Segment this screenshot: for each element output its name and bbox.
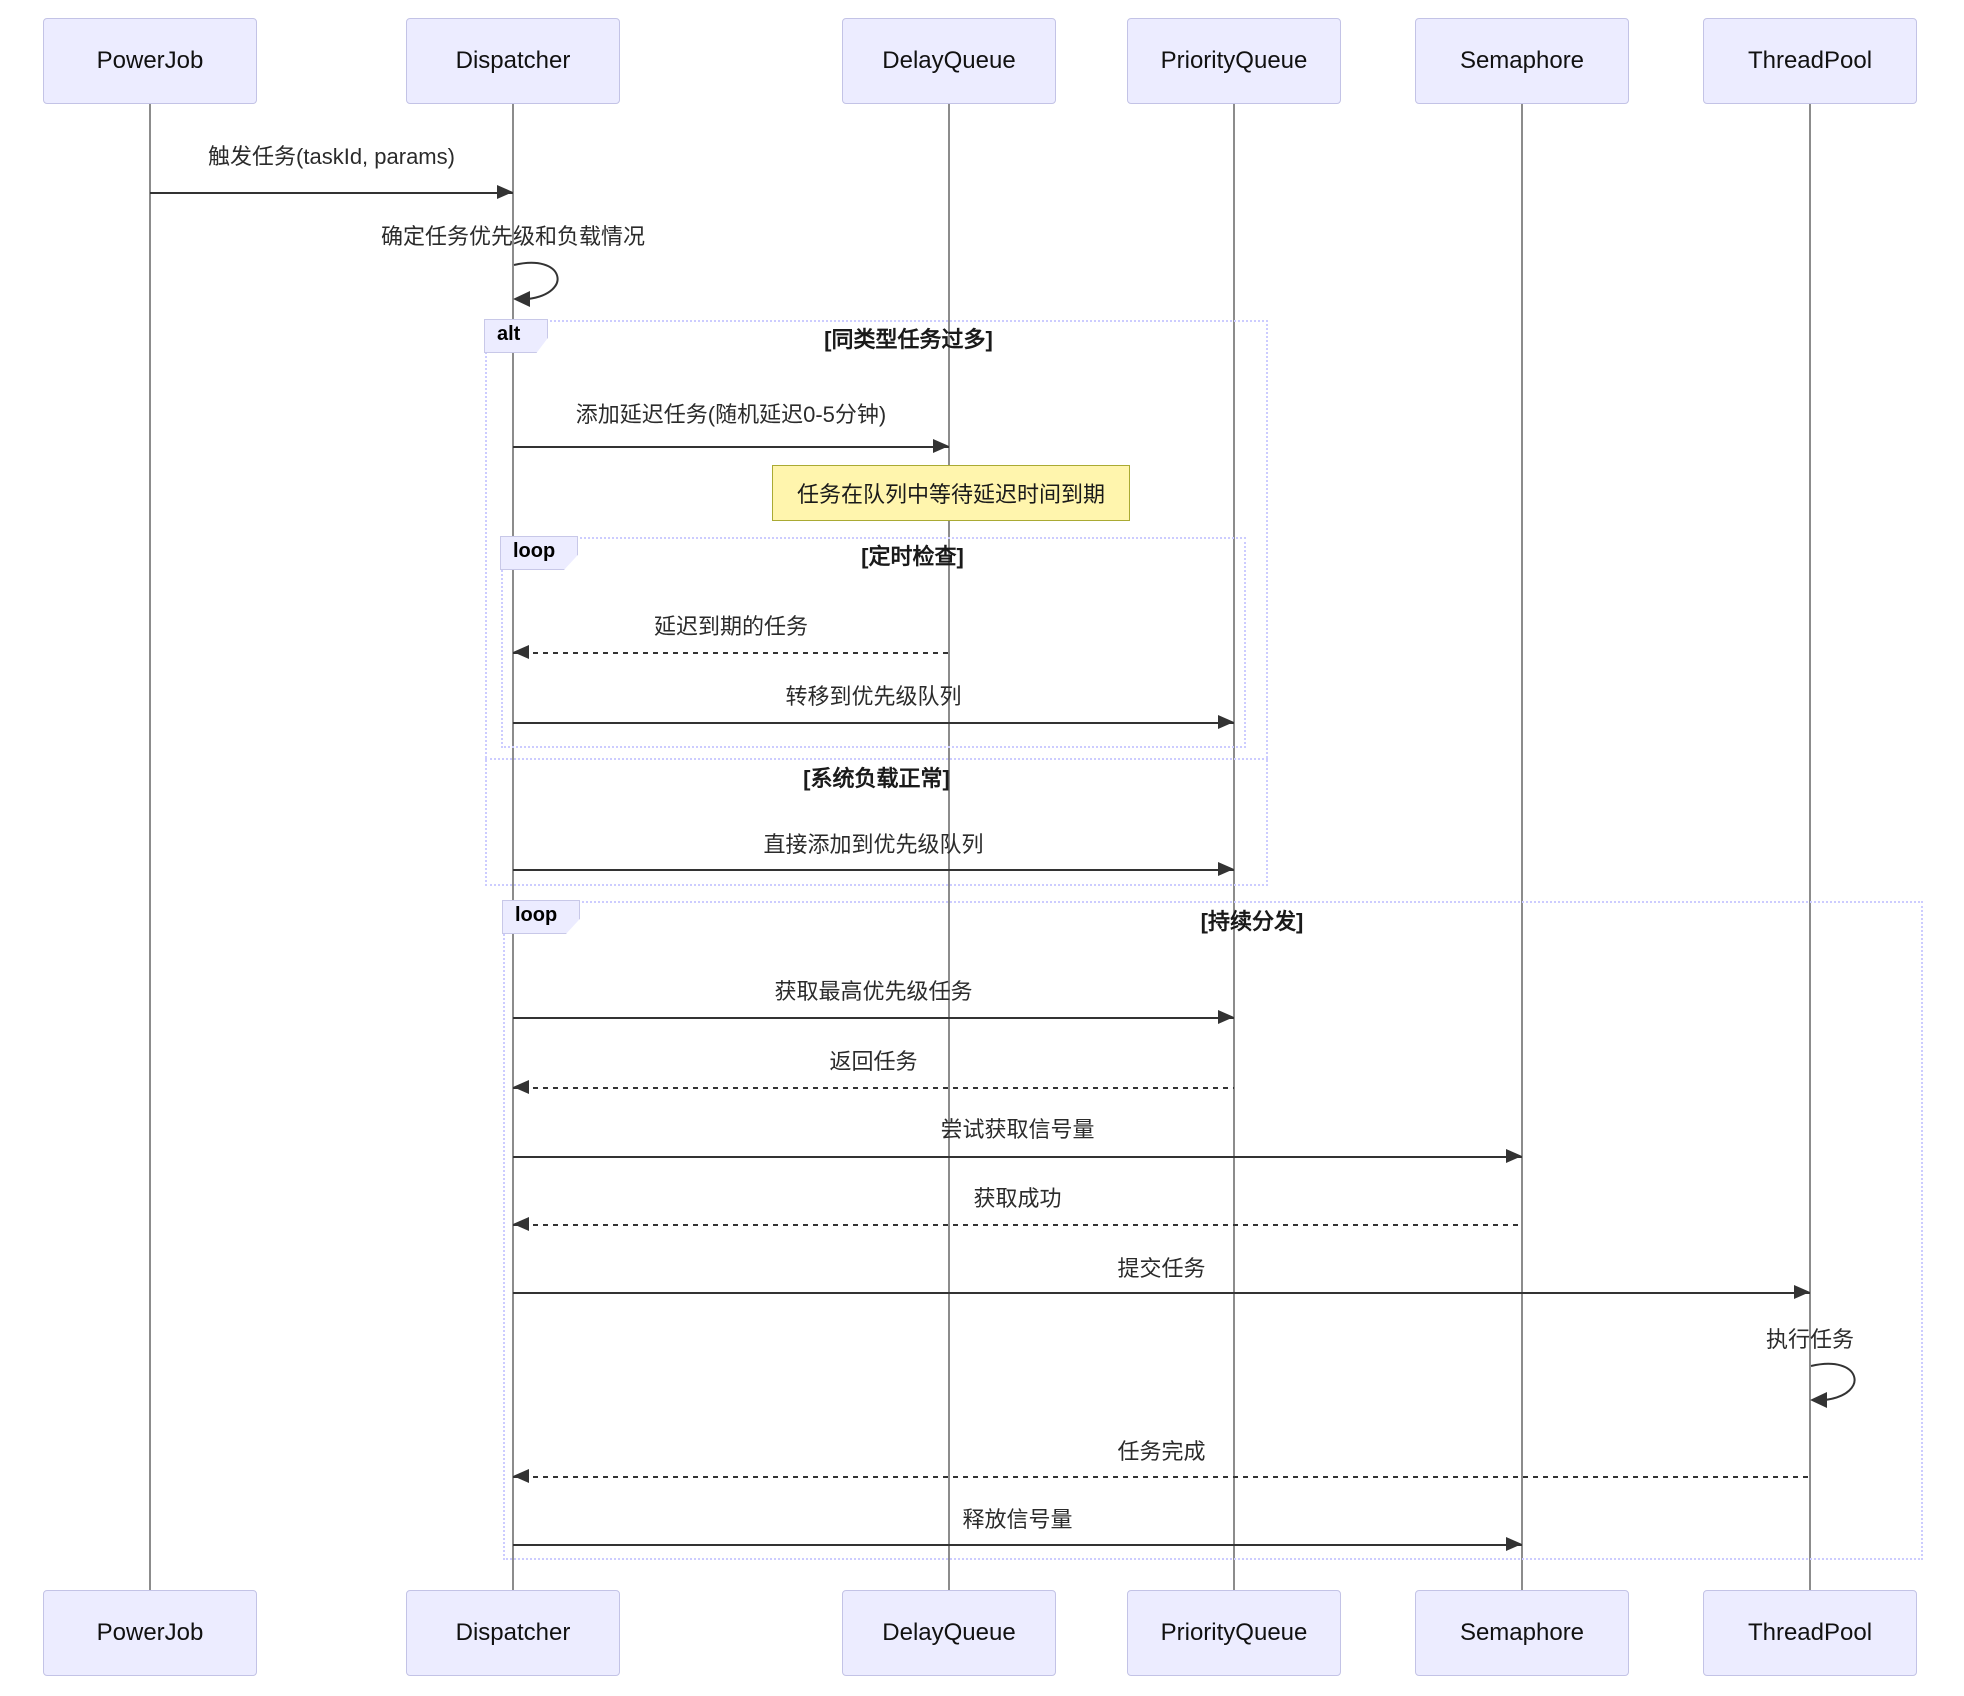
message-line <box>513 446 949 448</box>
note: 任务在队列中等待延迟时间到期 <box>772 465 1130 521</box>
message-label: 获取成功 <box>973 1186 1062 1211</box>
message-line <box>513 1224 1522 1226</box>
arrowhead-icon <box>1218 862 1234 876</box>
message-label: 转移到优先级队列 <box>785 684 962 709</box>
lifeline-dispatcher <box>512 104 514 1590</box>
participant-bottom-delayqueue: DelayQueue <box>842 1590 1056 1676</box>
message-label: 延迟到期的任务 <box>653 614 809 639</box>
participant-bottom-dispatcher: Dispatcher <box>406 1590 620 1676</box>
message-label: 任务完成 <box>1117 1439 1206 1464</box>
message-line <box>513 1017 1234 1019</box>
arrowhead-icon <box>1218 1010 1234 1024</box>
self-message-label: 执行任务 <box>1765 1327 1855 1352</box>
arrowhead-icon <box>513 1080 529 1094</box>
arrowhead-icon <box>513 645 529 659</box>
arrowhead-icon <box>1794 1285 1810 1299</box>
message-line <box>513 1156 1522 1158</box>
self-message-label: 确定任务优先级和负载情况 <box>380 224 646 249</box>
arrowhead-icon <box>513 1469 529 1483</box>
loop-frame <box>503 901 1923 1560</box>
message-label: 尝试获取信号量 <box>940 1117 1095 1142</box>
arrowhead-icon <box>1218 715 1234 729</box>
alt-frame <box>485 320 1268 886</box>
loop-frame-condition: [定时检查] <box>861 544 964 569</box>
arrowhead-icon <box>497 185 513 199</box>
message-line <box>513 1544 1522 1546</box>
loop-frame <box>501 537 1246 748</box>
loop-frame-label: loop <box>500 536 578 570</box>
loop-frame-label: loop <box>502 900 580 934</box>
loop-frame-condition: [持续分发] <box>1200 909 1304 934</box>
self-message-arc <box>1810 1362 1856 1408</box>
participant-bottom-semaphore: Semaphore <box>1415 1590 1629 1676</box>
lifeline-threadpool <box>1809 104 1811 1590</box>
message-line <box>150 192 513 194</box>
participant-top-priorityqueue: PriorityQueue <box>1127 18 1341 104</box>
message-line <box>513 1292 1810 1294</box>
message-line <box>513 722 1234 724</box>
lifeline-priorityqueue <box>1233 104 1235 1590</box>
message-line <box>513 652 949 654</box>
participant-bottom-priorityqueue: PriorityQueue <box>1127 1590 1341 1676</box>
participant-bottom-powerjob: PowerJob <box>43 1590 257 1676</box>
alt-frame-label: alt <box>484 319 548 353</box>
message-label: 直接添加到优先级队列 <box>763 832 984 857</box>
alt-else-condition: [系统负载正常] <box>803 766 950 791</box>
message-label: 释放信号量 <box>962 1507 1073 1532</box>
lifeline-semaphore <box>1521 104 1523 1590</box>
message-line <box>513 1087 1234 1089</box>
message-label: 添加延迟任务(随机延迟0-5分钟) <box>575 402 887 427</box>
participant-top-delayqueue: DelayQueue <box>842 18 1056 104</box>
participant-bottom-threadpool: ThreadPool <box>1703 1590 1917 1676</box>
message-label: 触发任务(taskId, params) <box>208 144 455 169</box>
arrowhead-icon <box>513 1217 529 1231</box>
alt-frame-condition: [同类型任务过多] <box>824 327 993 352</box>
message-label: 获取最高优先级任务 <box>774 979 973 1004</box>
message-line <box>513 1476 1810 1478</box>
arrowhead-icon <box>1506 1537 1522 1551</box>
message-label: 返回任务 <box>829 1049 918 1074</box>
participant-top-threadpool: ThreadPool <box>1703 18 1917 104</box>
lifeline-powerjob <box>149 104 151 1590</box>
message-label: 提交任务 <box>1117 1256 1206 1281</box>
alt-else-divider <box>485 758 1268 760</box>
participant-top-powerjob: PowerJob <box>43 18 257 104</box>
participant-top-dispatcher: Dispatcher <box>406 18 620 104</box>
arrowhead-icon <box>933 439 949 453</box>
message-line <box>513 869 1234 871</box>
participant-top-semaphore: Semaphore <box>1415 18 1629 104</box>
arrowhead-icon <box>1506 1149 1522 1163</box>
self-message-arc <box>513 261 559 307</box>
lifeline-delayqueue <box>948 104 950 1590</box>
